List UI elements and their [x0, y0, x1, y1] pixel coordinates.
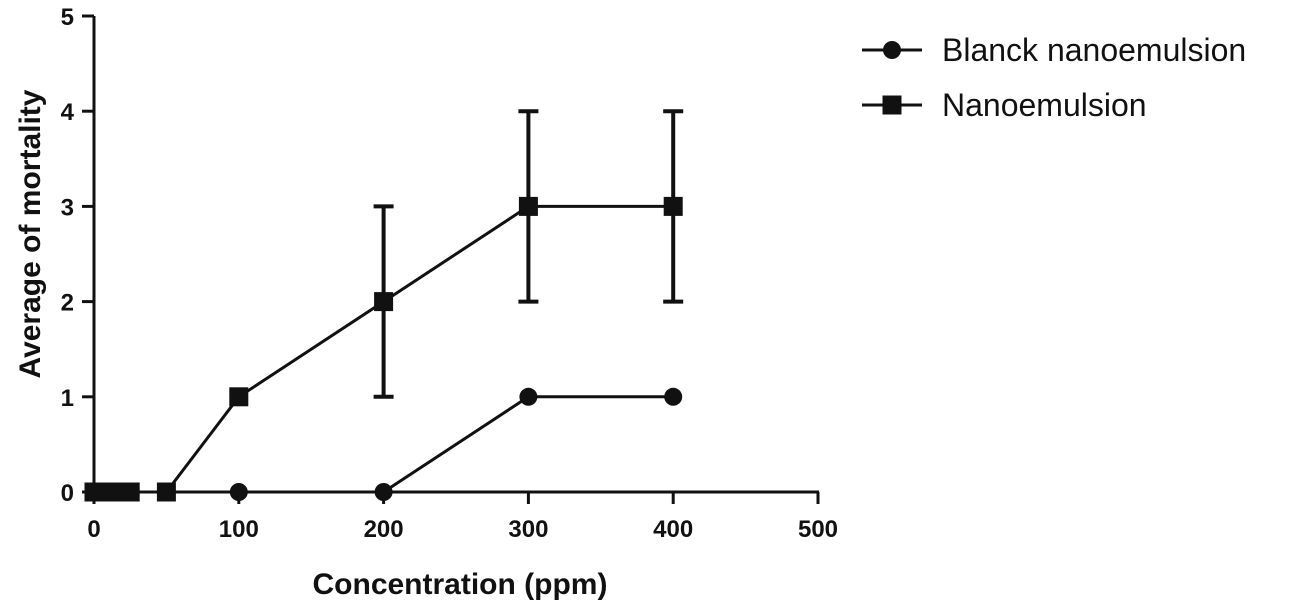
data-point — [518, 196, 538, 216]
legend-entry-1: Blanck nanoemulsion — [862, 32, 1246, 68]
legend-entry-2: Nanoemulsion — [862, 87, 1147, 123]
data-point — [229, 387, 249, 407]
y-tick-label: 3 — [61, 194, 74, 221]
data-point — [102, 482, 122, 502]
data-point — [120, 482, 140, 502]
legend-marker — [882, 95, 902, 115]
y-tick-label: 0 — [61, 480, 74, 507]
legend-label: Nanoemulsion — [942, 87, 1147, 123]
x-tick-label: 300 — [508, 516, 548, 543]
x-axis-title: Concentration (ppm) — [313, 568, 608, 601]
data-point — [156, 482, 176, 502]
series-area — [84, 109, 684, 502]
data-point — [663, 196, 683, 216]
y-tick-label: 1 — [61, 385, 74, 412]
x-tick-label: 100 — [219, 516, 259, 543]
axes: 0 100 200 300 400 500 0 1 2 3 4 5 — [61, 4, 838, 543]
legend-label: Blanck nanoemulsion — [942, 32, 1246, 68]
data-point — [374, 483, 393, 501]
y-tick-label: 4 — [61, 99, 75, 126]
y-axis-title: Average of mortality — [14, 89, 47, 378]
series-line — [94, 395, 674, 494]
y-tick-label: 2 — [61, 290, 74, 317]
x-tick-label: 0 — [87, 516, 100, 543]
data-point — [84, 482, 104, 502]
x-tick-label: 500 — [798, 516, 838, 543]
data-point — [374, 292, 394, 312]
legend-marker — [883, 41, 901, 59]
data-point — [519, 387, 538, 406]
y-tick-label: 5 — [61, 4, 74, 31]
x-tick-label: 200 — [364, 516, 404, 543]
data-point — [229, 483, 248, 501]
legend: Blanck nanoemulsion Nanoemulsion — [862, 32, 1246, 123]
x-tick-label: 400 — [653, 516, 693, 543]
series-2 — [84, 109, 684, 502]
data-point — [664, 387, 683, 406]
